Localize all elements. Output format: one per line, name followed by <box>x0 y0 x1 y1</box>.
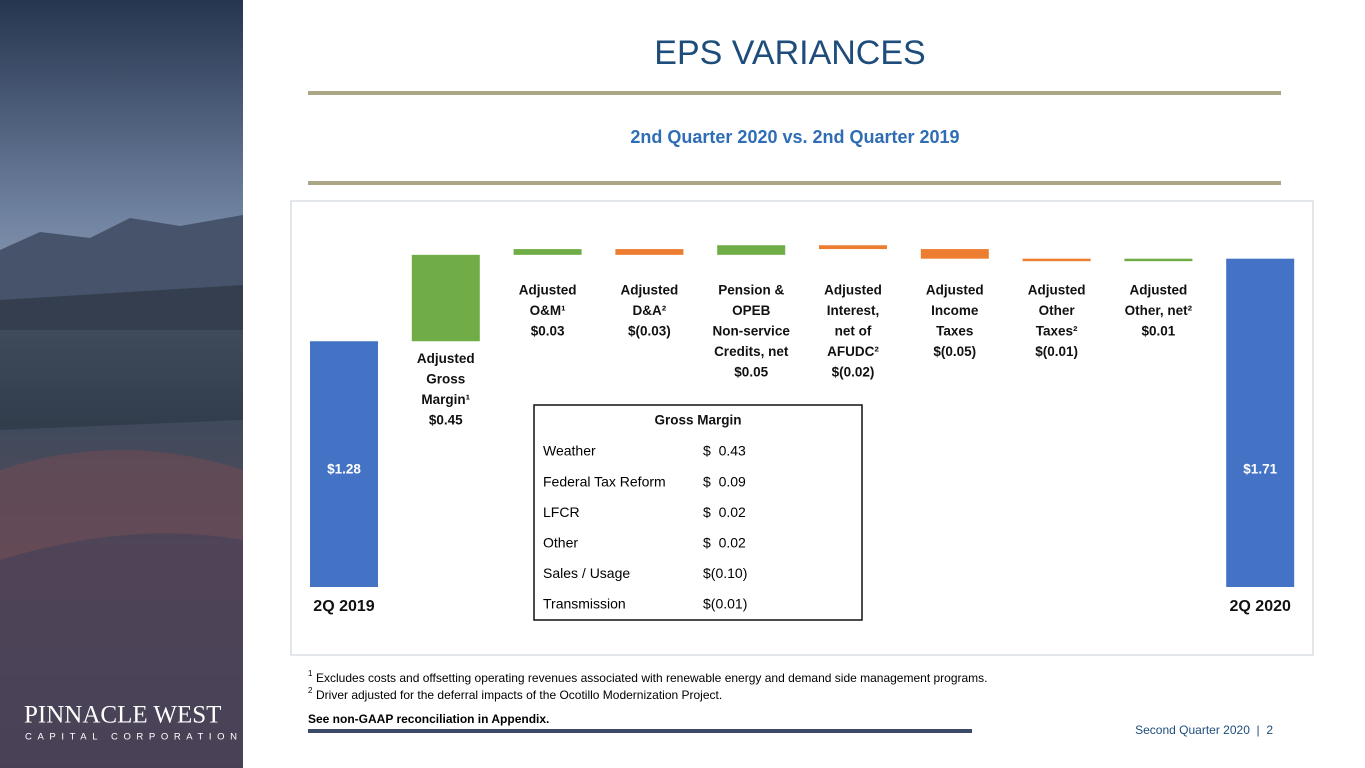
bar <box>1022 258 1091 262</box>
value-label: $0.05 <box>734 365 768 380</box>
table-cell: Transmission <box>543 596 626 612</box>
category-label: Adjusted <box>824 283 882 298</box>
table-cell: Weather <box>543 443 596 459</box>
category-label: Adjusted <box>1130 283 1188 298</box>
category-label: Credits, net <box>714 344 789 359</box>
category-label: Taxes² <box>1036 324 1078 339</box>
table-cell: $(0.01) <box>703 596 747 612</box>
category-label: Income <box>931 303 979 318</box>
category-label: O&M¹ <box>530 303 566 318</box>
value-label: $(0.02) <box>832 365 875 380</box>
table-cell: Other <box>543 535 578 551</box>
category-label: 2Q 2019 <box>313 598 374 615</box>
category-label: net of <box>835 324 872 339</box>
footnote: Excludes costs and offsetting operating … <box>316 671 988 685</box>
value-label: $1.28 <box>327 462 361 477</box>
bar <box>819 245 887 250</box>
value-label: $(0.05) <box>933 344 976 359</box>
bar <box>310 341 378 587</box>
table-frame <box>533 404 863 621</box>
table-cell: LFCR <box>543 504 580 520</box>
category-label: Interest, <box>827 303 880 318</box>
table-cell: $ 0.02 <box>703 535 746 551</box>
category-label: Margin¹ <box>421 392 470 407</box>
table-cell: $ 0.02 <box>703 504 746 520</box>
category-label: Adjusted <box>926 283 984 298</box>
category-label: Adjusted <box>1028 283 1086 298</box>
category-label: AFUDC² <box>827 344 879 359</box>
category-label: Other, net² <box>1125 303 1193 318</box>
chart-frame <box>290 200 1314 656</box>
subtitle: 2nd Quarter 2020 vs. 2nd Quarter 2019 <box>630 127 959 147</box>
category-label: 2Q 2020 <box>1230 598 1291 615</box>
table-cell: Sales / Usage <box>543 565 630 581</box>
table-cell: Federal Tax Reform <box>543 473 666 489</box>
bar <box>1124 258 1193 262</box>
reconciliation-note: See non-GAAP reconciliation in Appendix. <box>308 712 549 726</box>
category-label: Adjusted <box>621 283 679 298</box>
logo-name: PINNACLE WEST <box>24 702 221 729</box>
footnote: Driver adjusted for the deferral impacts… <box>316 688 722 702</box>
category-label: Taxes <box>936 324 973 339</box>
bar <box>1226 258 1295 587</box>
category-label: Non-service <box>713 324 791 339</box>
logo-tagline: CAPITAL CORPORATION <box>25 732 243 743</box>
category-label: Gross <box>426 371 465 386</box>
bar <box>920 249 989 259</box>
landscape-image <box>0 0 243 768</box>
value-label: $(0.01) <box>1035 344 1078 359</box>
table-cell: $ 0.09 <box>703 473 746 489</box>
value-label: $1.71 <box>1243 462 1277 477</box>
category-label: Other <box>1039 303 1076 318</box>
value-label: $0.01 <box>1142 324 1176 339</box>
gross-margin-table: Gross Margin Weather $ 0.43 Federal Tax Re… <box>533 404 863 621</box>
slide-title: EPS VARIANCES <box>654 34 925 72</box>
footnotes: 1 Excludes costs and offsetting operatin… <box>308 669 988 726</box>
category-label: OPEB <box>732 303 771 318</box>
value-label: $0.45 <box>429 412 463 427</box>
bar <box>513 249 582 255</box>
bar <box>411 254 480 342</box>
value-label: $(0.03) <box>628 324 671 339</box>
value-label: $0.03 <box>531 324 565 339</box>
category-label: Adjusted <box>519 283 577 298</box>
bar <box>615 249 684 255</box>
footnote-marker: 1 <box>308 669 313 678</box>
footer: Second Quarter 2020 | 2 <box>1135 723 1273 737</box>
chart: $1.28 2Q 2019 Adjusted Gross Margin¹ $0.45 Adj… <box>310 245 1295 615</box>
category-label: D&A² <box>633 303 667 318</box>
category-label: Adjusted <box>417 351 475 366</box>
table-cell: $ 0.43 <box>703 443 746 459</box>
table-title: Gross Margin <box>654 413 741 428</box>
table-cell: $(0.10) <box>703 565 747 581</box>
bar <box>717 245 786 255</box>
footnote-marker: 2 <box>308 686 313 695</box>
category-label: Pension & <box>718 283 784 298</box>
